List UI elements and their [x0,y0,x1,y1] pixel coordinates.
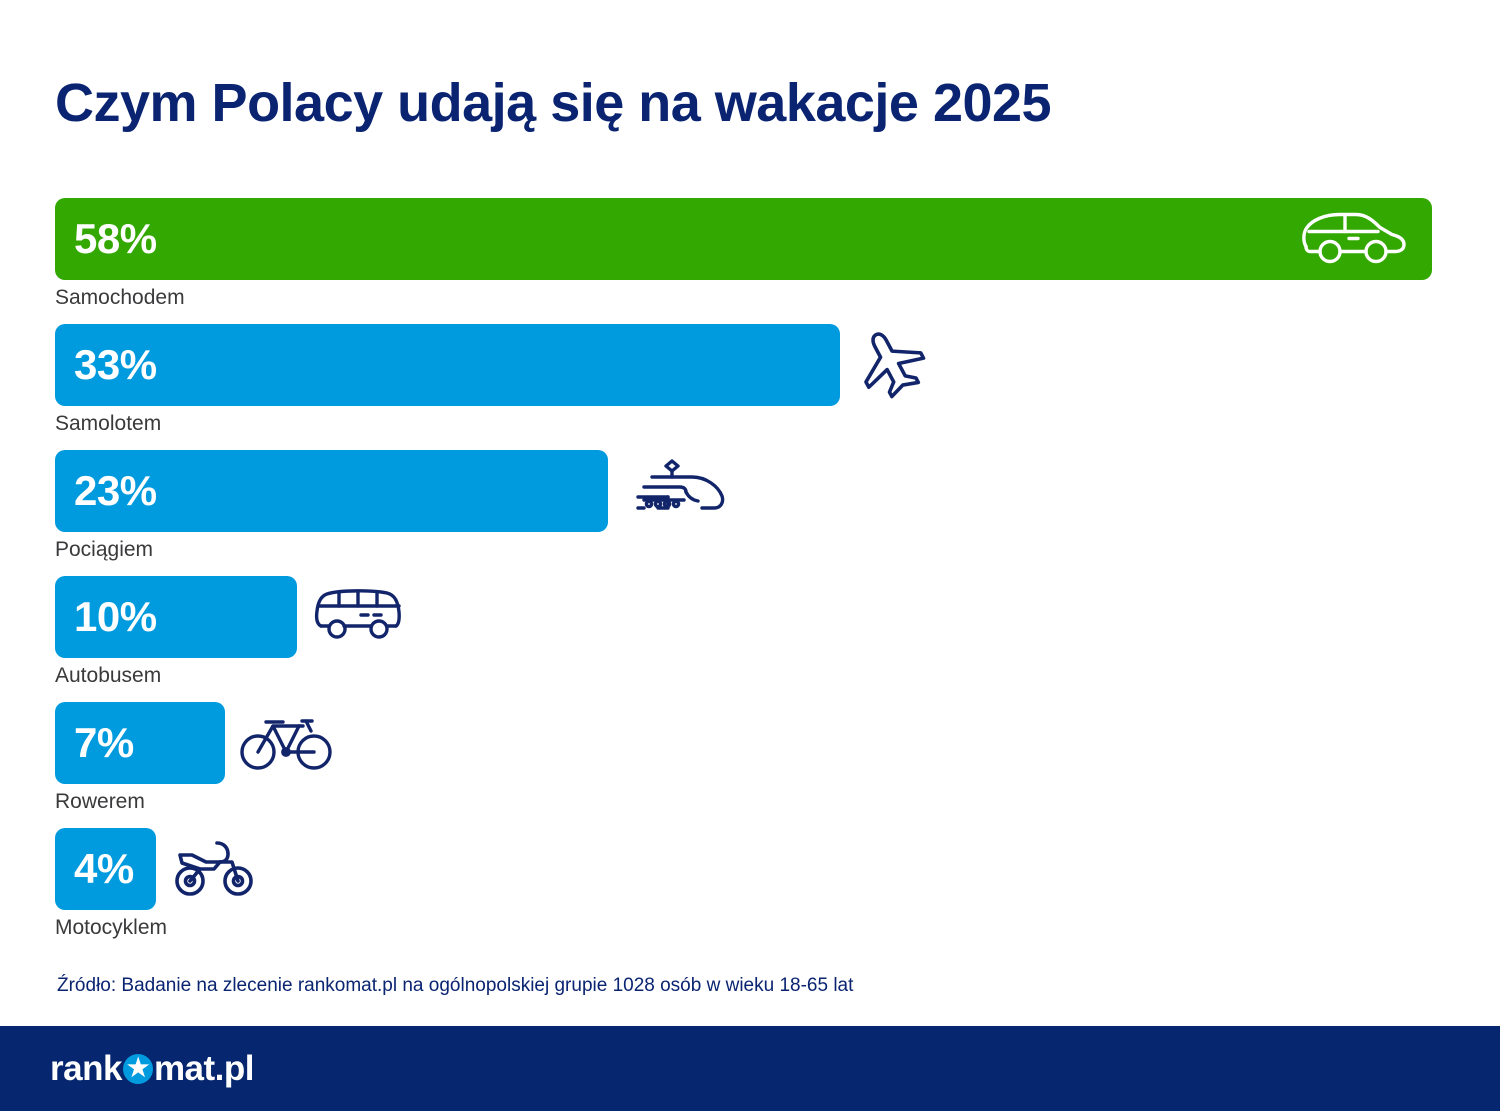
logo-text-suffix: mat.pl [153,1048,255,1088]
logo-star-glyph: ★ [126,1054,149,1082]
chart-row-pociagiem: 23% [55,450,1445,560]
bar-samolotem: 33% [55,324,840,406]
bar-value-label: 4% [74,845,134,892]
bar-chart: 58% Samoch [55,198,1445,954]
bar-value-label: 23% [74,467,157,514]
footer-bar: rank ★ mat.pl [0,1026,1500,1111]
train-icon [622,458,726,525]
bar-motocyklem: 4% [55,828,156,910]
bar-value-label: 7% [74,719,134,766]
page-title: Czym Polacy udają się na wakacje 2025 [55,73,1052,133]
bar-rowerem: 7% [55,702,225,784]
source-note: Źródło: Badanie na zlecenie rankomat.pl … [57,975,854,996]
bar-line: 4% [55,828,1445,910]
bus-icon [311,586,409,649]
bar-category-label: Samochodem [55,286,185,309]
logo-star-icon: ★ [122,1053,153,1084]
chart-row-samochodem: 58% Samoch [55,198,1445,308]
airplane-icon [854,327,928,404]
chart-row-motocyklem: 4% Motocyklem [55,828,1445,938]
bar-line: 33% [55,324,1445,406]
bar-line: 7% [55,702,1445,784]
bar-value-label: 33% [74,341,157,388]
motorcycle-icon [170,835,260,904]
bar-autobusem: 10% [55,576,297,658]
car-icon [1300,209,1410,270]
chart-row-samolotem: 33% Samolotem [55,324,1445,434]
bicycle-icon [239,710,333,777]
rankomat-logo[interactable]: rank ★ mat.pl [50,1048,255,1089]
logo-star-circle [122,1053,153,1084]
chart-row-autobusem: 10% [55,576,1445,686]
bar-category-label: Autobusem [55,664,162,687]
bar-pociagiem: 23% [55,450,608,532]
logo-text-prefix: rank [50,1048,122,1088]
bar-line: 10% [55,576,1445,658]
bar-category-label: Rowerem [55,790,145,813]
chart-row-rowerem: 7% [55,702,1445,812]
bar-category-label: Samolotem [55,412,162,435]
bar-line: 58% [55,198,1445,280]
bar-line: 23% [55,450,1445,532]
bar-category-label: Motocyklem [55,916,168,939]
bar-value-label: 10% [74,593,157,640]
bar-value-label: 58% [74,215,157,262]
bar-category-label: Pociągiem [55,538,154,561]
bar-samochodem: 58% [55,198,1432,280]
